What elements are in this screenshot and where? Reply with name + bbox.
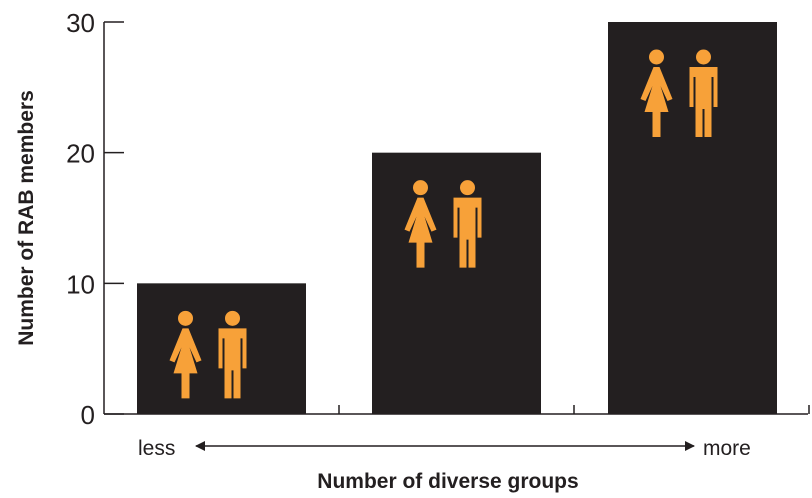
- bars: [137, 22, 777, 414]
- y-tick-label: 0: [81, 400, 95, 430]
- y-axis-title: Number of RAB members: [15, 90, 38, 346]
- x-ticks: [338, 405, 810, 414]
- y-tick-label: 10: [66, 269, 95, 299]
- bar: [372, 152, 541, 414]
- y-tick-label: 30: [66, 8, 95, 38]
- x-arrow-right-label: more: [703, 437, 751, 460]
- y-ticks: 0 10 20 30: [66, 8, 124, 430]
- x-axis-title: Number of diverse groups: [317, 470, 578, 493]
- y-tick-label: 20: [66, 139, 95, 169]
- x-arrow-left-label: less: [138, 437, 175, 460]
- x-direction-arrow: less more: [138, 437, 751, 460]
